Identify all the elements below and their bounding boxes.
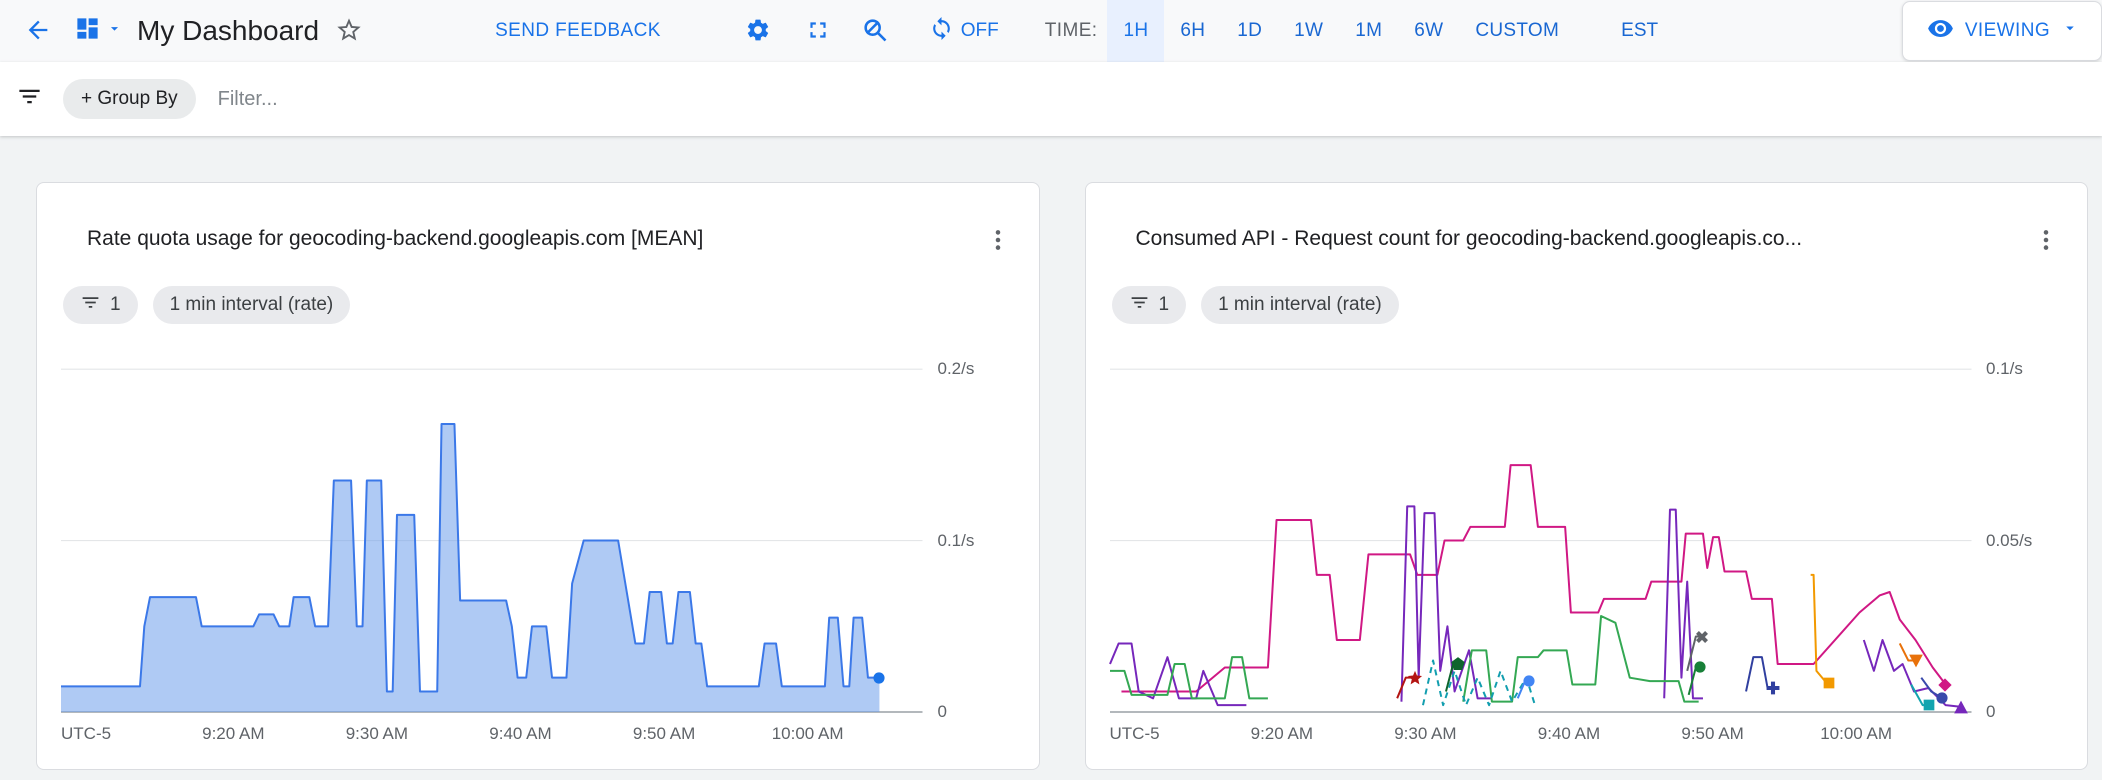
filter-count-chip[interactable]: 1: [63, 286, 138, 324]
auto-refresh-button[interactable]: OFF: [923, 15, 1005, 48]
chart-plot-area[interactable]: [61, 352, 923, 712]
filter-icon: [80, 292, 101, 319]
filter-count-chip[interactable]: 1: [1111, 286, 1187, 324]
x-axis-label: 9:30 AM: [345, 724, 409, 743]
chart-menu-button[interactable]: [2029, 223, 2063, 260]
y-axis-label: 0.1/s: [937, 530, 975, 550]
x-axis: UTC-5 9:20 AM 9:30 AM 9:40 AM 9:50 AM 10:00 A…: [1110, 724, 1972, 750]
x-axis-label: 9:30 AM: [1394, 724, 1457, 743]
interval-chip-label: 1 min interval (rate): [169, 294, 334, 315]
x-axis-label: UTC-5: [1109, 724, 1160, 743]
x-axis-label: 9:40 AM: [1537, 724, 1601, 743]
settings-button[interactable]: [745, 17, 771, 46]
y-axis: 0.1/s 0.05/s 0: [1971, 352, 2063, 721]
filter-input[interactable]: [215, 86, 2102, 112]
dashboard-selector[interactable]: [74, 15, 123, 47]
chevron-down-icon: [106, 20, 123, 42]
y-axis-label: 0: [1986, 702, 1996, 721]
chevron-down-icon: [2061, 19, 2079, 43]
time-range-1w[interactable]: 1W: [1294, 20, 1324, 41]
viewing-label: VIEWING: [1964, 20, 2050, 41]
time-label: TIME:: [1044, 20, 1098, 41]
time-range-1h[interactable]: 1H: [1107, 0, 1165, 62]
chart-title: Consumed API - Request count for geocodi…: [1135, 227, 1803, 250]
kebab-menu-icon: [985, 230, 1011, 256]
back-button[interactable]: [24, 16, 52, 47]
time-range-1m[interactable]: 1M: [1355, 20, 1383, 41]
y-axis-label: 0.1/s: [1986, 359, 2023, 379]
x-axis-label: 9:40 AM: [489, 724, 552, 743]
chart-card-consumed-api: Consumed API - Request count for geocodi…: [1084, 182, 2088, 770]
send-feedback-link[interactable]: SEND FEEDBACK: [495, 20, 661, 41]
page-title: My Dashboard: [137, 15, 320, 46]
star-outline-icon: [335, 16, 363, 47]
magnifier-slash-icon: [861, 16, 889, 47]
viewing-dropdown[interactable]: VIEWING: [1901, 1, 2102, 61]
fullscreen-icon: [805, 17, 831, 46]
interval-chip[interactable]: 1 min interval (rate): [152, 286, 351, 324]
chart-canvas: [61, 352, 923, 712]
interval-chip[interactable]: 1 min interval (rate): [1201, 286, 1399, 324]
filter-count-label: 1: [110, 294, 121, 315]
x-axis-label: 9:20 AM: [1250, 724, 1313, 743]
filter-bar: + Group By: [0, 62, 2102, 136]
filter-icon: [1129, 292, 1150, 319]
y-axis-label: 0: [937, 702, 947, 721]
chart-menu-button[interactable]: [981, 223, 1015, 260]
top-toolbar: My Dashboard SEND FEEDBACK: [0, 0, 2102, 62]
y-axis: 0.2/s 0.1/s 0: [923, 352, 1015, 721]
refresh-icon: [929, 16, 954, 47]
interval-chip-label: 1 min interval (rate): [1218, 294, 1382, 315]
timezone-button[interactable]: EST: [1621, 20, 1659, 41]
x-axis-label: 9:20 AM: [202, 724, 265, 743]
y-axis-label: 0.05/s: [1986, 530, 2033, 550]
fullscreen-button[interactable]: [805, 17, 831, 46]
x-axis-label: 10:00 AM: [1820, 724, 1893, 743]
filter-list-icon: [16, 83, 43, 115]
dashboard-grid-icon: [74, 15, 101, 47]
kebab-menu-icon: [2033, 230, 2059, 256]
refresh-off-label: OFF: [960, 20, 999, 41]
dashboard-content: Rate quota usage for geocoding-backend.g…: [0, 136, 2102, 780]
chart-card-rate-quota: Rate quota usage for geocoding-backend.g…: [36, 182, 1040, 770]
eye-icon: [1927, 15, 1954, 48]
group-by-chip[interactable]: + Group By: [63, 79, 196, 119]
time-range-1d[interactable]: 1D: [1237, 20, 1263, 41]
chart-canvas: [1110, 352, 1972, 712]
x-axis: UTC-5 9:20 AM 9:30 AM 9:40 AM 9:50 AM 10:00 A…: [61, 724, 923, 750]
x-axis-label: 9:50 AM: [632, 724, 696, 743]
x-axis-label: 10:00 AM: [771, 724, 844, 743]
y-axis-label: 0.2/s: [937, 359, 975, 379]
time-range-custom[interactable]: CUSTOM: [1475, 20, 1560, 41]
time-range-6w[interactable]: 6W: [1414, 20, 1444, 41]
x-axis-label: 9:50 AM: [1681, 724, 1744, 743]
time-range-group: 1H 6H 1D 1W 1M 6W CUSTOM: [1107, 0, 1575, 62]
chart-title: Rate quota usage for geocoding-backend.g…: [87, 227, 704, 250]
x-axis-label: UTC-5: [61, 724, 112, 743]
star-button[interactable]: [335, 16, 363, 47]
filter-count-label: 1: [1158, 294, 1170, 315]
chart-plot-area[interactable]: [1110, 352, 1972, 714]
arrow-back-icon: [24, 16, 52, 47]
zoom-button[interactable]: [861, 16, 889, 47]
time-range-6h[interactable]: 6H: [1180, 20, 1206, 41]
gear-icon: [745, 17, 771, 46]
